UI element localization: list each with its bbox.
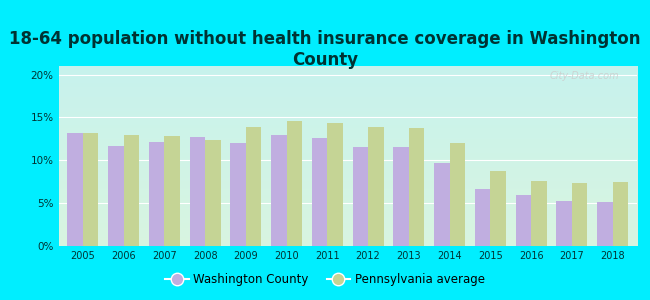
Bar	[531, 181, 547, 246]
Bar	[271, 135, 287, 246]
Bar	[572, 183, 588, 246]
Bar	[124, 135, 139, 246]
Bar	[450, 143, 465, 246]
Bar	[205, 140, 220, 246]
Bar	[368, 127, 384, 246]
Bar	[246, 127, 261, 246]
Bar	[515, 195, 531, 246]
Bar	[393, 147, 409, 246]
Bar	[190, 137, 205, 246]
Bar	[328, 123, 343, 246]
Bar	[490, 171, 506, 246]
Bar	[597, 202, 612, 246]
Bar	[312, 138, 328, 246]
Bar	[287, 121, 302, 246]
Text: 18-64 population without health insurance coverage in Washington
County: 18-64 population without health insuranc…	[9, 30, 641, 69]
Bar	[612, 182, 628, 246]
Bar	[409, 128, 424, 246]
Bar	[108, 146, 124, 246]
Bar	[83, 133, 98, 246]
Bar	[149, 142, 164, 246]
Bar	[556, 201, 572, 246]
Bar	[68, 133, 83, 246]
Bar	[164, 136, 180, 246]
Bar	[230, 143, 246, 246]
Bar	[434, 163, 450, 246]
Bar	[353, 147, 368, 246]
Bar	[475, 189, 490, 246]
Text: City-Data.com: City-Data.com	[550, 71, 619, 81]
Legend: Washington County, Pennsylvania average: Washington County, Pennsylvania average	[161, 269, 489, 291]
